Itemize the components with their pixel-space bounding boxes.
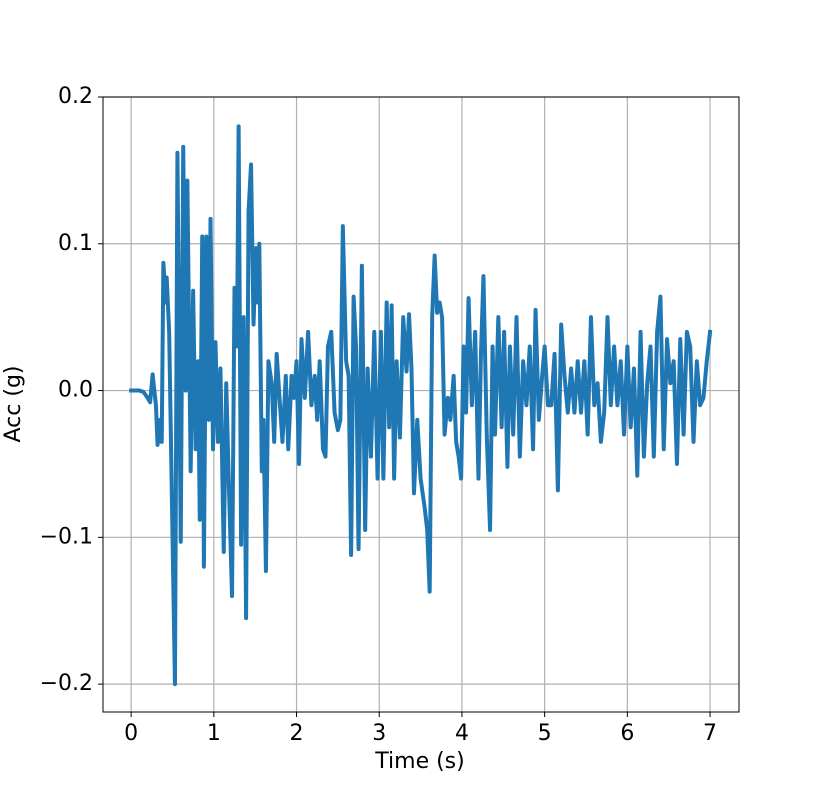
x-tick-label: 6 — [620, 721, 634, 746]
y-axis-label: Acc (g) — [1, 366, 26, 443]
x-tick-label: 0 — [124, 721, 138, 746]
x-tick-label: 5 — [538, 721, 552, 746]
x-tick-label: 4 — [455, 721, 469, 746]
x-tick-label: 1 — [207, 721, 221, 746]
x-tick-label: 2 — [290, 721, 304, 746]
y-tick-label: 0.0 — [58, 378, 93, 403]
y-tick-label: 0.1 — [58, 231, 93, 256]
x-tick-label: 7 — [703, 721, 717, 746]
data-line — [129, 124, 713, 687]
plot-frame — [102, 96, 740, 713]
y-tick-label: −0.2 — [40, 671, 93, 696]
y-tick-label: 0.2 — [58, 84, 93, 109]
x-tick-label: 3 — [372, 721, 386, 746]
y-tick-label: −0.1 — [40, 524, 93, 549]
x-axis-label: Time (s) — [374, 749, 464, 774]
